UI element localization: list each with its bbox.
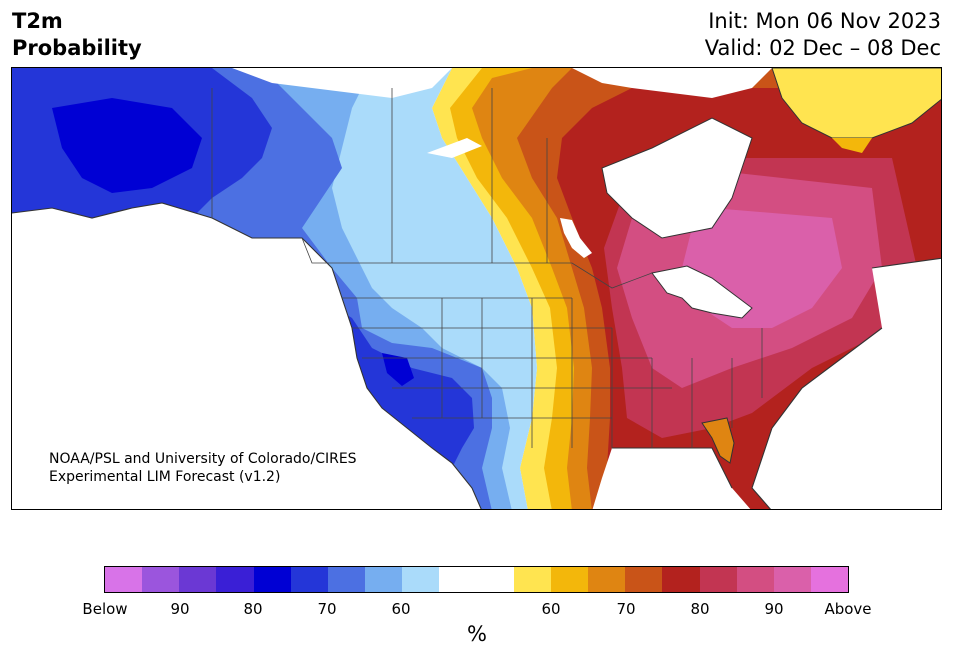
credit-line-2: Experimental LIM Forecast (v1.2) bbox=[49, 469, 281, 485]
valid-date: Valid: 02 Dec – 08 Dec bbox=[704, 36, 941, 60]
forecast-map bbox=[11, 67, 942, 510]
greenland-orange bbox=[832, 138, 872, 153]
colorbar bbox=[104, 566, 849, 593]
colorbar-cell bbox=[253, 567, 291, 592]
zone-below-90-sw bbox=[382, 353, 414, 386]
colorbar-cell bbox=[179, 567, 217, 592]
colorbar-cell bbox=[550, 567, 589, 592]
great-slave-lake bbox=[427, 138, 482, 158]
colorbar-cell bbox=[402, 567, 440, 592]
tick-label: Above bbox=[824, 600, 872, 618]
tick-label: 60 bbox=[541, 600, 561, 618]
init-date: Init: Mon 06 Nov 2023 bbox=[708, 9, 941, 33]
title-block: T2m Probability bbox=[12, 8, 142, 62]
colorbar-cell bbox=[810, 567, 849, 592]
colorbar-cell bbox=[736, 567, 774, 592]
atlantic-ocean bbox=[752, 258, 941, 509]
arctic-islands bbox=[572, 68, 772, 98]
colorbar-cell bbox=[662, 567, 700, 592]
colorbar-cell bbox=[625, 567, 663, 592]
tick-label: 70 bbox=[317, 600, 337, 618]
tick-label: 90 bbox=[170, 600, 190, 618]
gulf-of-mexico bbox=[592, 448, 751, 509]
tick-label: 70 bbox=[616, 600, 636, 618]
colorbar-cell bbox=[142, 567, 180, 592]
colorbar-cell bbox=[773, 567, 811, 592]
colorbar-cell bbox=[439, 567, 477, 592]
arctic-ocean bbox=[232, 68, 452, 98]
credit-text: NOAA/PSL and University of Colorado/CIRE… bbox=[49, 450, 357, 486]
hudson-bay bbox=[601, 117, 753, 239]
credit-line-1: NOAA/PSL and University of Colorado/CIRE… bbox=[49, 451, 357, 467]
political-borders bbox=[211, 88, 763, 448]
colorbar-cell bbox=[513, 567, 551, 592]
title-line-1: T2m bbox=[12, 9, 63, 33]
tick-label: 90 bbox=[764, 600, 784, 618]
florida bbox=[701, 417, 735, 464]
colorbar-cell bbox=[290, 567, 328, 592]
tick-label: 80 bbox=[690, 600, 710, 618]
title-line-2: Probability bbox=[12, 36, 142, 60]
date-block: Init: Mon 06 Nov 2023 Valid: 02 Dec – 08… bbox=[705, 8, 941, 62]
colorbar-cell bbox=[327, 567, 366, 592]
pacific-ocean bbox=[12, 203, 482, 509]
colorbar-cell bbox=[216, 567, 254, 592]
colorbar-cell bbox=[699, 567, 737, 592]
unit-label: % bbox=[467, 622, 487, 646]
colorbar-cell bbox=[476, 567, 514, 592]
zone-below-90 bbox=[52, 98, 202, 193]
colorbar-cell bbox=[588, 567, 626, 592]
tick-label: Below bbox=[82, 600, 128, 618]
map-canvas bbox=[12, 68, 941, 509]
lake-winnipeg bbox=[560, 218, 592, 258]
colorbar-cell bbox=[365, 567, 403, 592]
tick-label: 60 bbox=[391, 600, 411, 618]
tick-label: 80 bbox=[243, 600, 263, 618]
colorbar-cell bbox=[105, 567, 143, 592]
great-lakes bbox=[651, 265, 753, 319]
